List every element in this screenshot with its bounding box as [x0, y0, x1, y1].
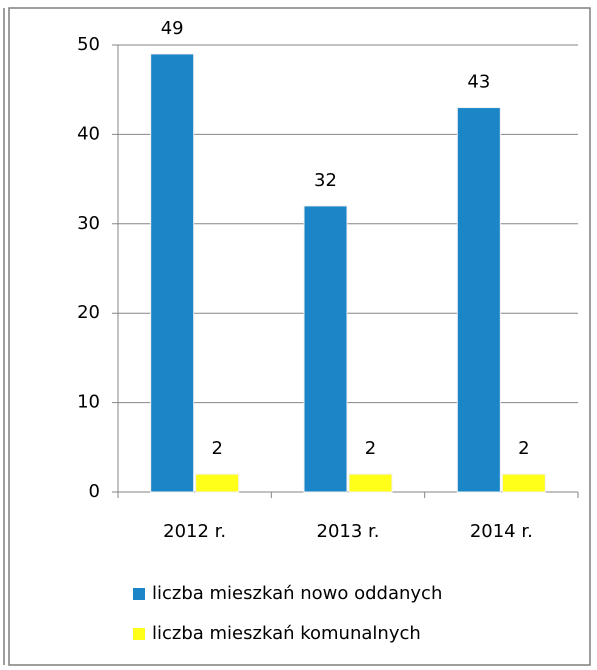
y-tick-label: 50	[77, 34, 100, 55]
y-tick-label: 10	[77, 392, 100, 413]
legend-label: liczba mieszkań komunalnych	[152, 623, 421, 644]
legend-swatch	[133, 628, 145, 640]
y-tick-label: 0	[89, 481, 100, 502]
y-tick-label: 40	[77, 123, 100, 144]
x-tick-label: 2012 r.	[163, 521, 226, 542]
frame	[8, 7, 591, 666]
x-tick-label: 2013 r.	[317, 521, 380, 542]
y-tick-label: 30	[77, 213, 100, 234]
value-label: 49	[161, 18, 184, 39]
bar	[195, 473, 240, 493]
bar	[303, 205, 348, 493]
value-label: 2	[518, 438, 529, 459]
bar	[456, 107, 501, 493]
bar	[348, 473, 393, 493]
bar	[150, 53, 195, 493]
value-label: 2	[365, 438, 376, 459]
value-label: 2	[211, 438, 222, 459]
bar	[501, 473, 546, 493]
legend-swatch	[133, 588, 145, 600]
x-tick-label: 2014 r.	[470, 521, 533, 542]
value-label: 32	[314, 170, 337, 191]
value-label: 43	[467, 72, 490, 93]
y-tick-label: 20	[77, 302, 100, 323]
legend-label: liczba mieszkań nowo oddanych	[152, 583, 442, 604]
